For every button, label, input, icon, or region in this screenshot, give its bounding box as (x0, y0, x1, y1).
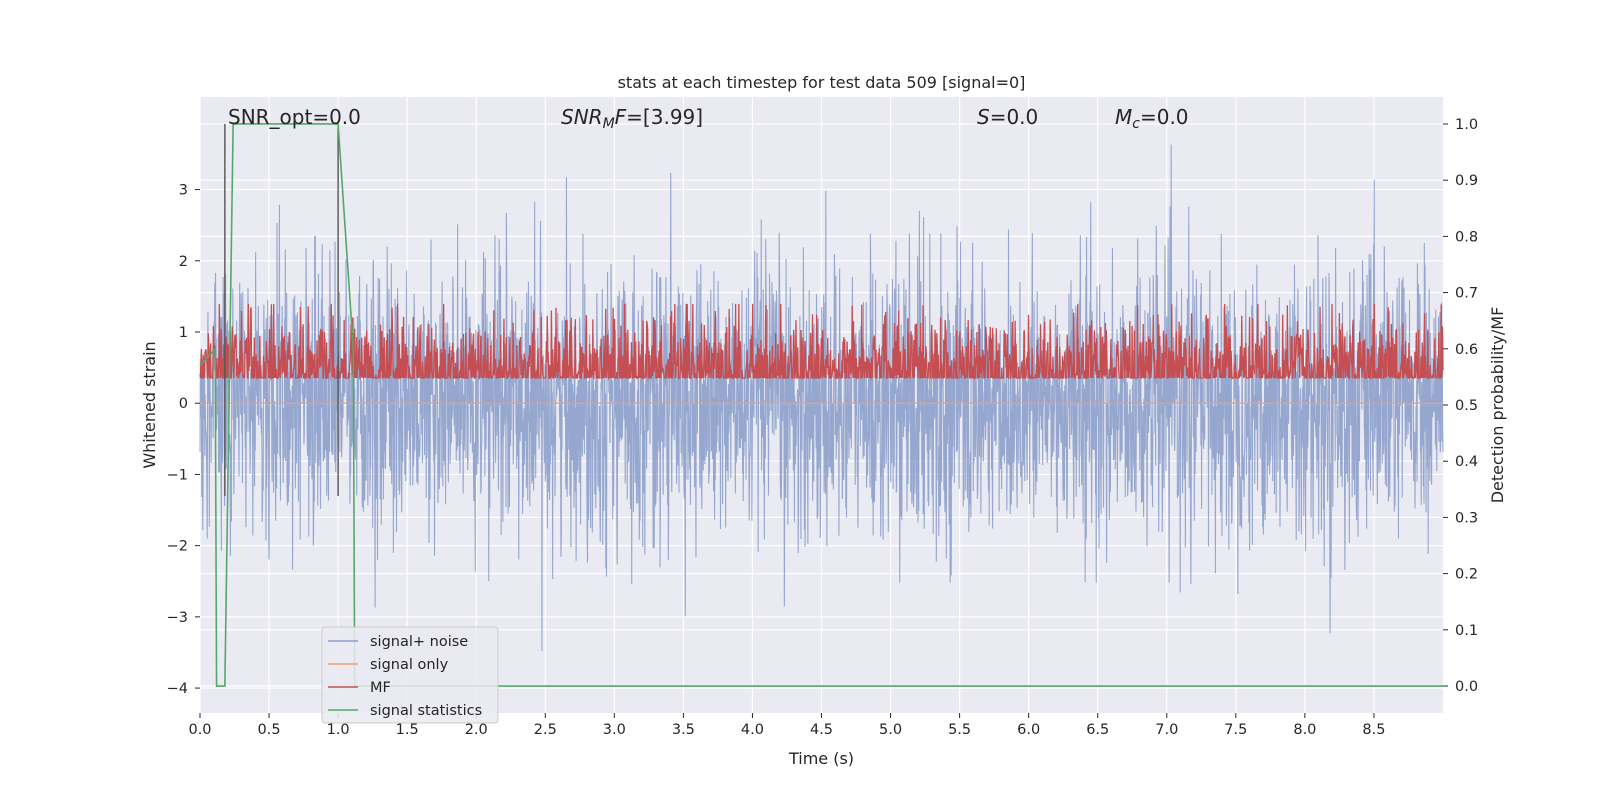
s-value: =0.0 (990, 105, 1039, 129)
chart-title: stats at each timestep for test data 509… (618, 73, 1026, 92)
ticks: 0.0 0.5 1.0 1.5 2.0 2.5 3.0 3.5 4.0 4.5 5.0 5.5 6.0 6… (167, 117, 1478, 738)
y2-tick-label: 0.1 (1455, 623, 1478, 639)
x-tick-label: 7.5 (1224, 722, 1247, 738)
y2-tick-label: 0.4 (1455, 454, 1478, 470)
x-tick-label: 6.5 (1086, 722, 1109, 738)
legend: signal+ noise signal only MF signal statist… (321, 626, 499, 724)
y2-axis-label: Detection probability/MF (1488, 307, 1507, 504)
y2-tick-label: 0.7 (1455, 286, 1478, 302)
mc-value: =0.0 (1140, 105, 1189, 129)
x-tick-label: 1.5 (396, 722, 419, 738)
y2-tick-label: 0.8 (1455, 229, 1478, 245)
x-tick-label: 5.0 (879, 722, 902, 738)
series-layer (199, 123, 1444, 687)
snr-mf-symbol2: F (615, 105, 627, 129)
x-tick-label: 2.0 (465, 722, 488, 738)
legend-box (321, 626, 499, 724)
y-tick-label: −4 (167, 681, 188, 697)
series-signal-statistics (199, 123, 1443, 687)
legend-label: MF (370, 680, 391, 696)
x-tick-label: 6.0 (1017, 722, 1040, 738)
y-tick-label: 3 (179, 183, 188, 199)
legend-label: signal statistics (370, 703, 482, 719)
x-tick-label: 3.0 (603, 722, 626, 738)
snr-mf-subscript: M (603, 116, 615, 132)
y2-tick-label: 0.0 (1455, 679, 1478, 695)
y-axis-label: Whitened strain (140, 341, 159, 468)
y2-tick-label: 0.2 (1455, 567, 1478, 583)
x-tick-label: 1.0 (327, 722, 350, 738)
s-symbol: S (977, 105, 990, 129)
x-tick-label: 4.5 (810, 722, 833, 738)
snr-mf-annotation: SNRMF=[3.99] (561, 105, 703, 132)
x-tick-label: 8.5 (1362, 722, 1385, 738)
y-tick-label: −3 (167, 610, 188, 626)
y2-tick-label: 0.6 (1455, 342, 1478, 358)
y-tick-label: 0 (179, 396, 188, 412)
y-tick-label: 1 (179, 325, 188, 341)
mc-symbol: M (1115, 105, 1132, 129)
mc-subscript: c (1132, 116, 1140, 132)
x-tick-label: 7.0 (1155, 722, 1178, 738)
legend-label: signal+ noise (370, 634, 468, 650)
mc-annotation: Mc=0.0 (1115, 105, 1189, 132)
x-axis-label: Time (s) (788, 749, 854, 768)
snr-opt-annotation: SNR_opt=0.0 (228, 105, 361, 129)
x-tick-label: 0.0 (188, 722, 211, 738)
snr-mf-value: =[3.99] (626, 105, 703, 129)
y-tick-label: 2 (179, 254, 188, 270)
x-tick-label: 8.0 (1293, 722, 1316, 738)
snr-mf-symbol: SNR (561, 105, 603, 129)
legend-label: signal only (370, 657, 449, 673)
y-tick-label: −1 (167, 467, 188, 483)
series-mf (199, 303, 1444, 381)
y2-tick-label: 0.5 (1455, 398, 1478, 414)
y2-tick-label: 1.0 (1455, 117, 1478, 133)
x-tick-label: 5.5 (948, 722, 971, 738)
x-tick-label: 0.5 (258, 722, 281, 738)
y2-tick-label: 0.3 (1455, 510, 1478, 526)
y2-tick-label: 0.9 (1455, 173, 1478, 189)
x-tick-label: 4.0 (741, 722, 764, 738)
annotations: SNR_opt=0.0 SNRMF=[3.99] S=0.0 Mc=0.0 (228, 105, 1189, 132)
x-tick-label: 2.5 (534, 722, 557, 738)
x-tick-label: 3.5 (672, 722, 695, 738)
y-tick-label: −2 (167, 539, 188, 555)
s-annotation: S=0.0 (977, 105, 1038, 129)
